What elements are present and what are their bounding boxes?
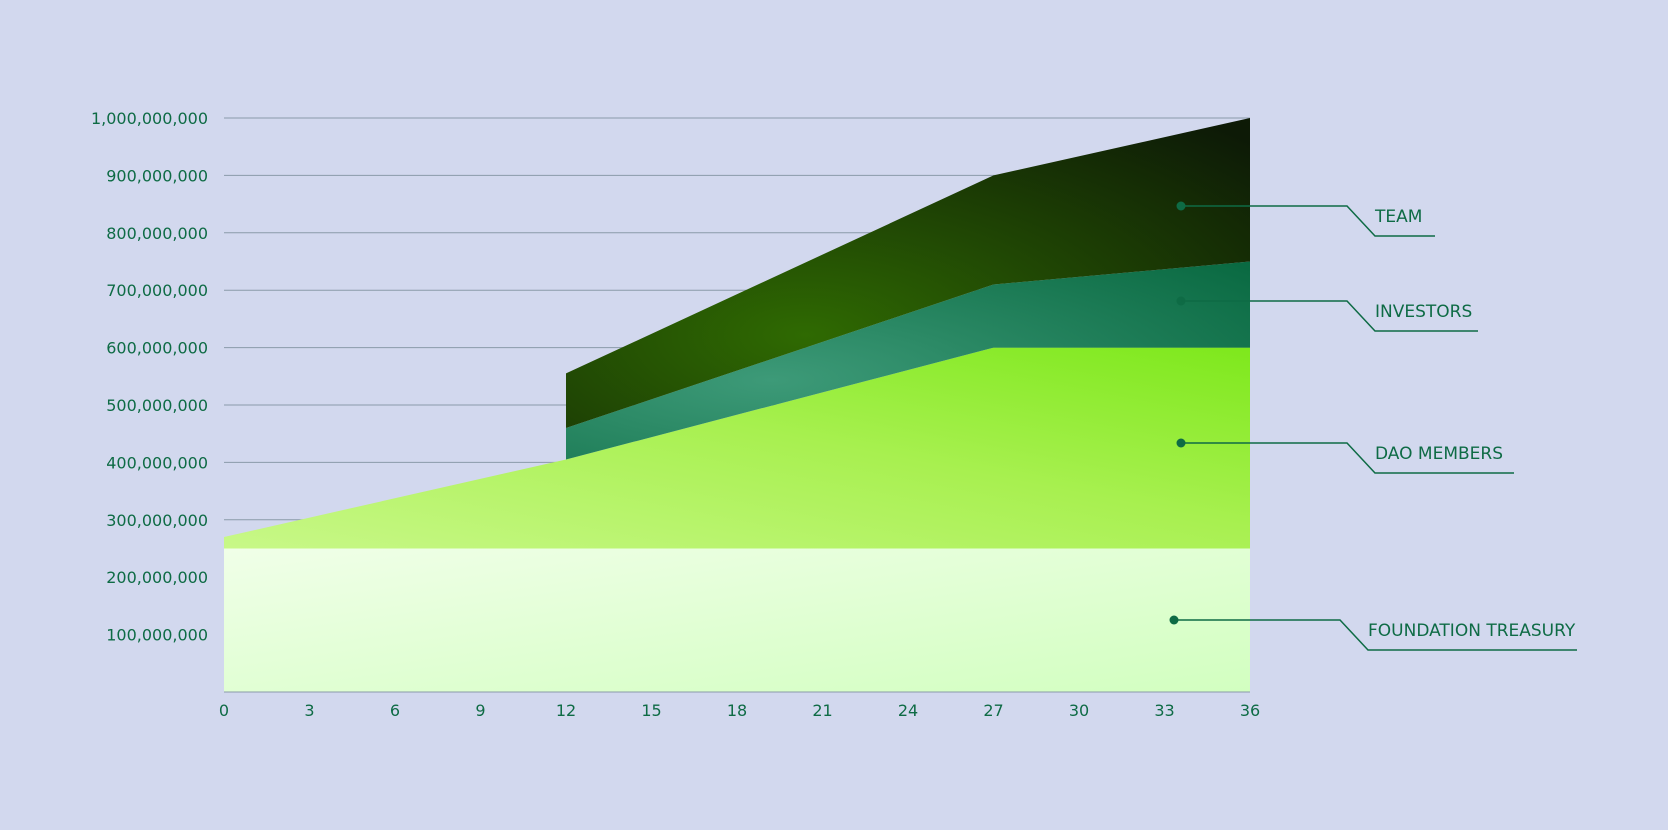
legend-label: FOUNDATION TREASURY xyxy=(1368,621,1576,641)
y-tick-label: 800,000,000 xyxy=(106,224,208,243)
legend-item: DAO MEMBERS xyxy=(1176,438,1514,474)
legend: FOUNDATION TREASURY DAO MEMBERS INVESTORS T… xyxy=(1169,201,1577,651)
x-tick-label: 27 xyxy=(983,701,1003,720)
y-tick-label: 900,000,000 xyxy=(106,166,208,185)
x-tick-label: 30 xyxy=(1069,701,1089,720)
legend-label: DAO MEMBERS xyxy=(1375,444,1503,464)
x-tick-label: 9 xyxy=(475,701,485,720)
investors-area xyxy=(566,261,1250,460)
x-tick-label: 18 xyxy=(727,701,747,720)
x-tick-label: 0 xyxy=(219,701,229,720)
y-tick-label: 600,000,000 xyxy=(106,339,208,358)
x-tick-label: 21 xyxy=(812,701,832,720)
dao-members-area xyxy=(224,347,1250,549)
legend-label: TEAM xyxy=(1374,207,1422,227)
y-tick-label: 300,000,000 xyxy=(106,511,208,530)
legend-leader-line xyxy=(1181,442,1514,474)
foundation-treasury-area xyxy=(224,548,1250,692)
x-tick-label: 15 xyxy=(641,701,661,720)
y-tick-label: 1,000,000,000 xyxy=(91,109,208,128)
legend-item: TEAM xyxy=(1176,201,1435,237)
legend-leader-line xyxy=(1181,205,1435,237)
stacked-areas xyxy=(224,118,1250,692)
axes: 100,000,000 200,000,000 300,000,000 400,000… xyxy=(91,109,1260,720)
legend-leader-line xyxy=(1174,619,1577,651)
legend-leader-line xyxy=(1181,300,1478,332)
y-tick-label: 100,000,000 xyxy=(106,626,208,645)
y-tick-label: 400,000,000 xyxy=(106,453,208,472)
legend-item: FOUNDATION TREASURY xyxy=(1169,615,1577,651)
legend-label: INVESTORS xyxy=(1375,302,1472,322)
y-tick-label: 200,000,000 xyxy=(106,568,208,587)
x-tick-label: 6 xyxy=(390,701,400,720)
legend-item: INVESTORS xyxy=(1176,296,1478,332)
x-tick-label: 24 xyxy=(898,701,918,720)
x-tick-label: 33 xyxy=(1154,701,1174,720)
y-tick-label: 700,000,000 xyxy=(106,281,208,300)
x-tick-label: 3 xyxy=(304,701,314,720)
y-tick-label: 500,000,000 xyxy=(106,396,208,415)
team-area xyxy=(566,118,1250,428)
x-tick-label: 12 xyxy=(556,701,576,720)
x-tick-label: 36 xyxy=(1240,701,1260,720)
